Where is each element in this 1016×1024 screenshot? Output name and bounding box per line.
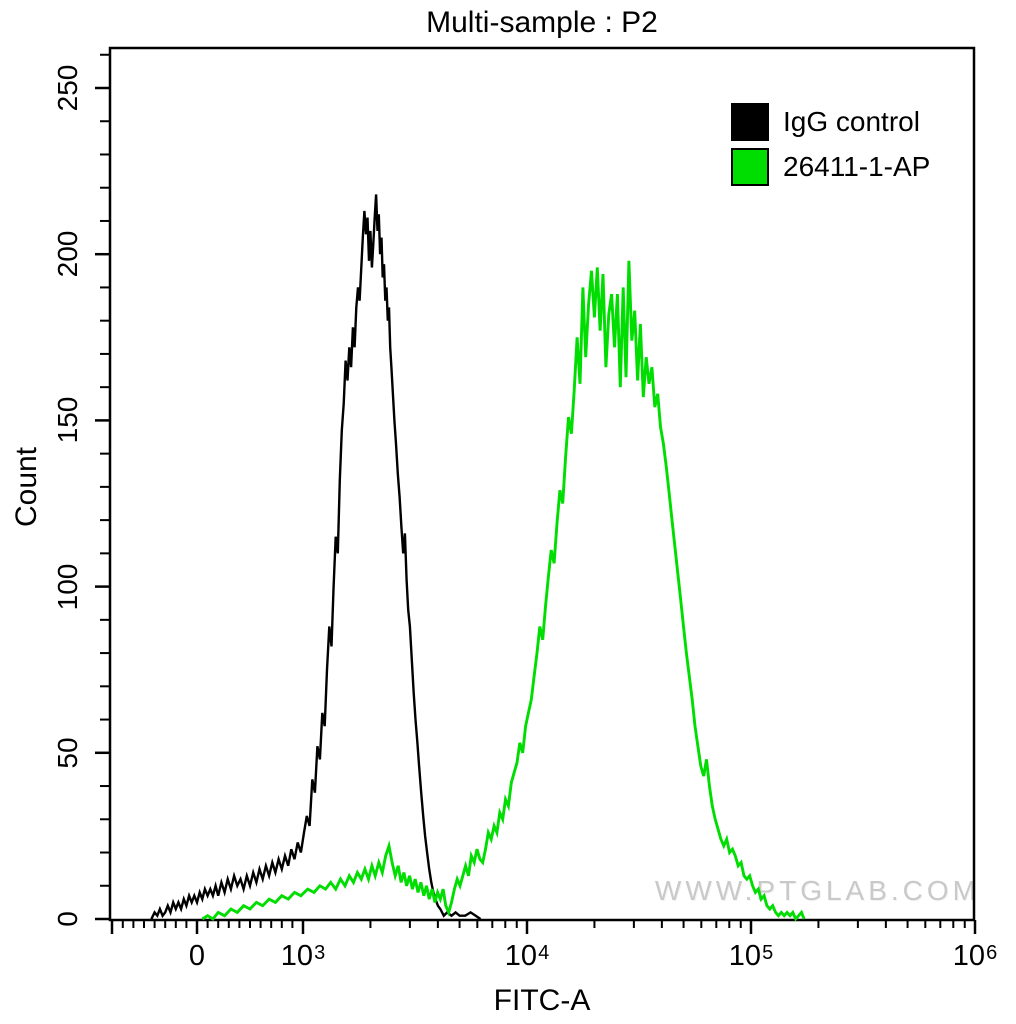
legend: IgG control 26411-1-AP: [731, 103, 930, 186]
chart-title: Multi-sample : P2: [426, 6, 658, 39]
series-trace-igg-control: [150, 194, 482, 920]
legend-item-igg-control: IgG control: [731, 103, 930, 141]
legend-label-igg-control: IgG control: [783, 106, 920, 137]
legend-label-26411-1-ap: 26411-1-AP: [783, 151, 931, 182]
legend-swatch-26411-1-ap: [731, 148, 769, 186]
watermark: WWW.PTGLAB.COM: [654, 875, 980, 906]
plot-box: [108, 46, 976, 922]
legend-item-26411-1-ap: 26411-1-AP: [731, 148, 930, 186]
y-axis-title: Count: [10, 446, 43, 528]
series-trace-26411-1-ap: [201, 260, 806, 922]
legend-swatch-igg-control: [731, 103, 769, 141]
x-axis-title: FITC-A: [493, 984, 591, 1017]
